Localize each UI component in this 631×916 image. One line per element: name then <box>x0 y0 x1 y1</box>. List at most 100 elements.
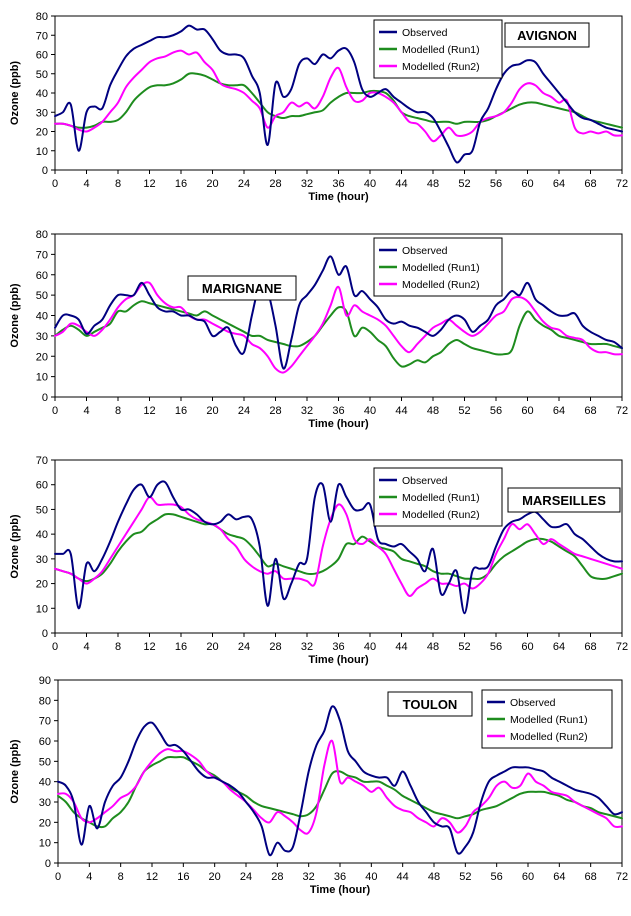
station-label: TOULON <box>403 697 458 712</box>
x-tick-label: 16 <box>177 871 189 883</box>
y-axis-title: Ozone (ppb) <box>9 514 21 578</box>
x-tick-label: 8 <box>115 405 121 417</box>
x-tick-label: 44 <box>395 178 407 190</box>
x-tick-label: 24 <box>238 178 250 190</box>
x-tick-label: 4 <box>86 871 92 883</box>
x-tick-label: 48 <box>428 871 440 883</box>
x-tick-label: 28 <box>271 871 283 883</box>
x-tick-label: 68 <box>584 405 596 417</box>
series-line-run2 <box>54 281 623 374</box>
x-tick-label: 36 <box>332 405 344 417</box>
y-tick-label: 50 <box>36 504 48 516</box>
x-tick-label: 56 <box>490 178 502 190</box>
x-tick-label: 32 <box>303 871 315 883</box>
x-tick-label: 64 <box>553 641 565 653</box>
x-tick-label: 20 <box>206 641 218 653</box>
x-tick-label: 0 <box>52 178 58 190</box>
x-tick-label: 12 <box>143 178 155 190</box>
y-tick-label: 0 <box>42 165 48 177</box>
y-tick-label: 20 <box>36 579 48 591</box>
x-tick-label: 16 <box>175 178 187 190</box>
x-tick-label: 44 <box>397 871 409 883</box>
x-tick-label: 32 <box>301 178 313 190</box>
y-tick-label: 90 <box>39 675 51 687</box>
legend-label-run2: Modelled (Run2) <box>402 279 480 291</box>
x-tick-label: 8 <box>118 871 124 883</box>
x-tick-label: 56 <box>490 641 502 653</box>
y-tick-label: 10 <box>36 372 48 384</box>
x-tick-label: 40 <box>364 178 376 190</box>
y-tick-label: 0 <box>42 392 48 404</box>
y-tick-label: 20 <box>36 127 48 139</box>
y-axis-title: Ozone (ppb) <box>9 283 21 347</box>
legend: Observed Modelled (Run1) Modelled (Run2) <box>373 237 503 297</box>
y-tick-label: 40 <box>36 311 48 323</box>
y-tick-label: 60 <box>36 480 48 492</box>
y-tick-label: 30 <box>36 331 48 343</box>
x-tick-label: 48 <box>427 405 439 417</box>
x-axis-title: Time (hour) <box>308 654 369 666</box>
x-tick-label: 40 <box>365 871 377 883</box>
y-tick-label: 50 <box>36 290 48 302</box>
station-label: MARIGNANE <box>202 281 282 296</box>
legend: Observed Modelled (Run1) Modelled (Run2) <box>373 467 503 527</box>
y-tick-label: 70 <box>36 249 48 261</box>
series-line-observed <box>54 255 623 370</box>
legend-label-run1: Modelled (Run1) <box>402 262 480 274</box>
x-tick-label: 44 <box>395 641 407 653</box>
y-tick-label: 70 <box>36 30 48 42</box>
legend: Observed Modelled (Run1) Modelled (Run2) <box>481 689 613 749</box>
x-tick-label: 40 <box>364 641 376 653</box>
series-line-run2 <box>54 49 623 143</box>
series-line-run1 <box>54 512 623 583</box>
series-line-observed <box>57 705 623 857</box>
y-tick-label: 10 <box>39 838 51 850</box>
x-tick-label: 24 <box>240 871 252 883</box>
y-tick-label: 10 <box>36 603 48 615</box>
x-tick-label: 8 <box>115 178 121 190</box>
x-tick-label: 20 <box>209 871 221 883</box>
x-tick-label: 48 <box>427 178 439 190</box>
x-tick-label: 60 <box>522 871 534 883</box>
legend-label-run2: Modelled (Run2) <box>402 61 480 73</box>
x-tick-label: 28 <box>269 405 281 417</box>
station-label-box <box>507 487 621 513</box>
x-axis-title: Time (hour) <box>308 191 369 203</box>
y-tick-label: 0 <box>45 858 51 870</box>
station-label: AVIGNON <box>517 28 577 43</box>
x-tick-label: 60 <box>521 641 533 653</box>
legend-label-run1: Modelled (Run1) <box>402 44 480 56</box>
x-tick-label: 16 <box>175 641 187 653</box>
x-tick-label: 4 <box>83 178 89 190</box>
y-tick-label: 60 <box>36 270 48 282</box>
y-tick-label: 30 <box>36 107 48 119</box>
x-tick-label: 60 <box>521 405 533 417</box>
x-tick-label: 24 <box>238 641 250 653</box>
x-tick-label: 8 <box>115 641 121 653</box>
x-tick-label: 0 <box>52 405 58 417</box>
series-line-run1 <box>57 755 623 829</box>
x-tick-label: 52 <box>458 641 470 653</box>
x-tick-label: 44 <box>395 405 407 417</box>
y-tick-label: 20 <box>36 351 48 363</box>
x-tick-label: 64 <box>553 405 565 417</box>
x-tick-label: 68 <box>584 641 596 653</box>
y-tick-label: 70 <box>39 716 51 728</box>
x-tick-label: 72 <box>616 871 628 883</box>
x-tick-label: 72 <box>616 178 628 190</box>
x-tick-label: 36 <box>332 178 344 190</box>
legend-label-observed: Observed <box>510 697 556 709</box>
x-tick-label: 56 <box>491 871 503 883</box>
legend-label-run2: Modelled (Run2) <box>402 509 480 521</box>
legend-label-run2: Modelled (Run2) <box>510 731 588 743</box>
x-tick-label: 12 <box>143 405 155 417</box>
y-tick-label: 80 <box>36 11 48 23</box>
x-tick-label: 52 <box>458 178 470 190</box>
x-tick-label: 20 <box>206 405 218 417</box>
series-line-run2 <box>57 739 623 835</box>
y-tick-label: 30 <box>36 554 48 566</box>
legend-label-observed: Observed <box>402 245 448 257</box>
x-tick-label: 4 <box>83 641 89 653</box>
